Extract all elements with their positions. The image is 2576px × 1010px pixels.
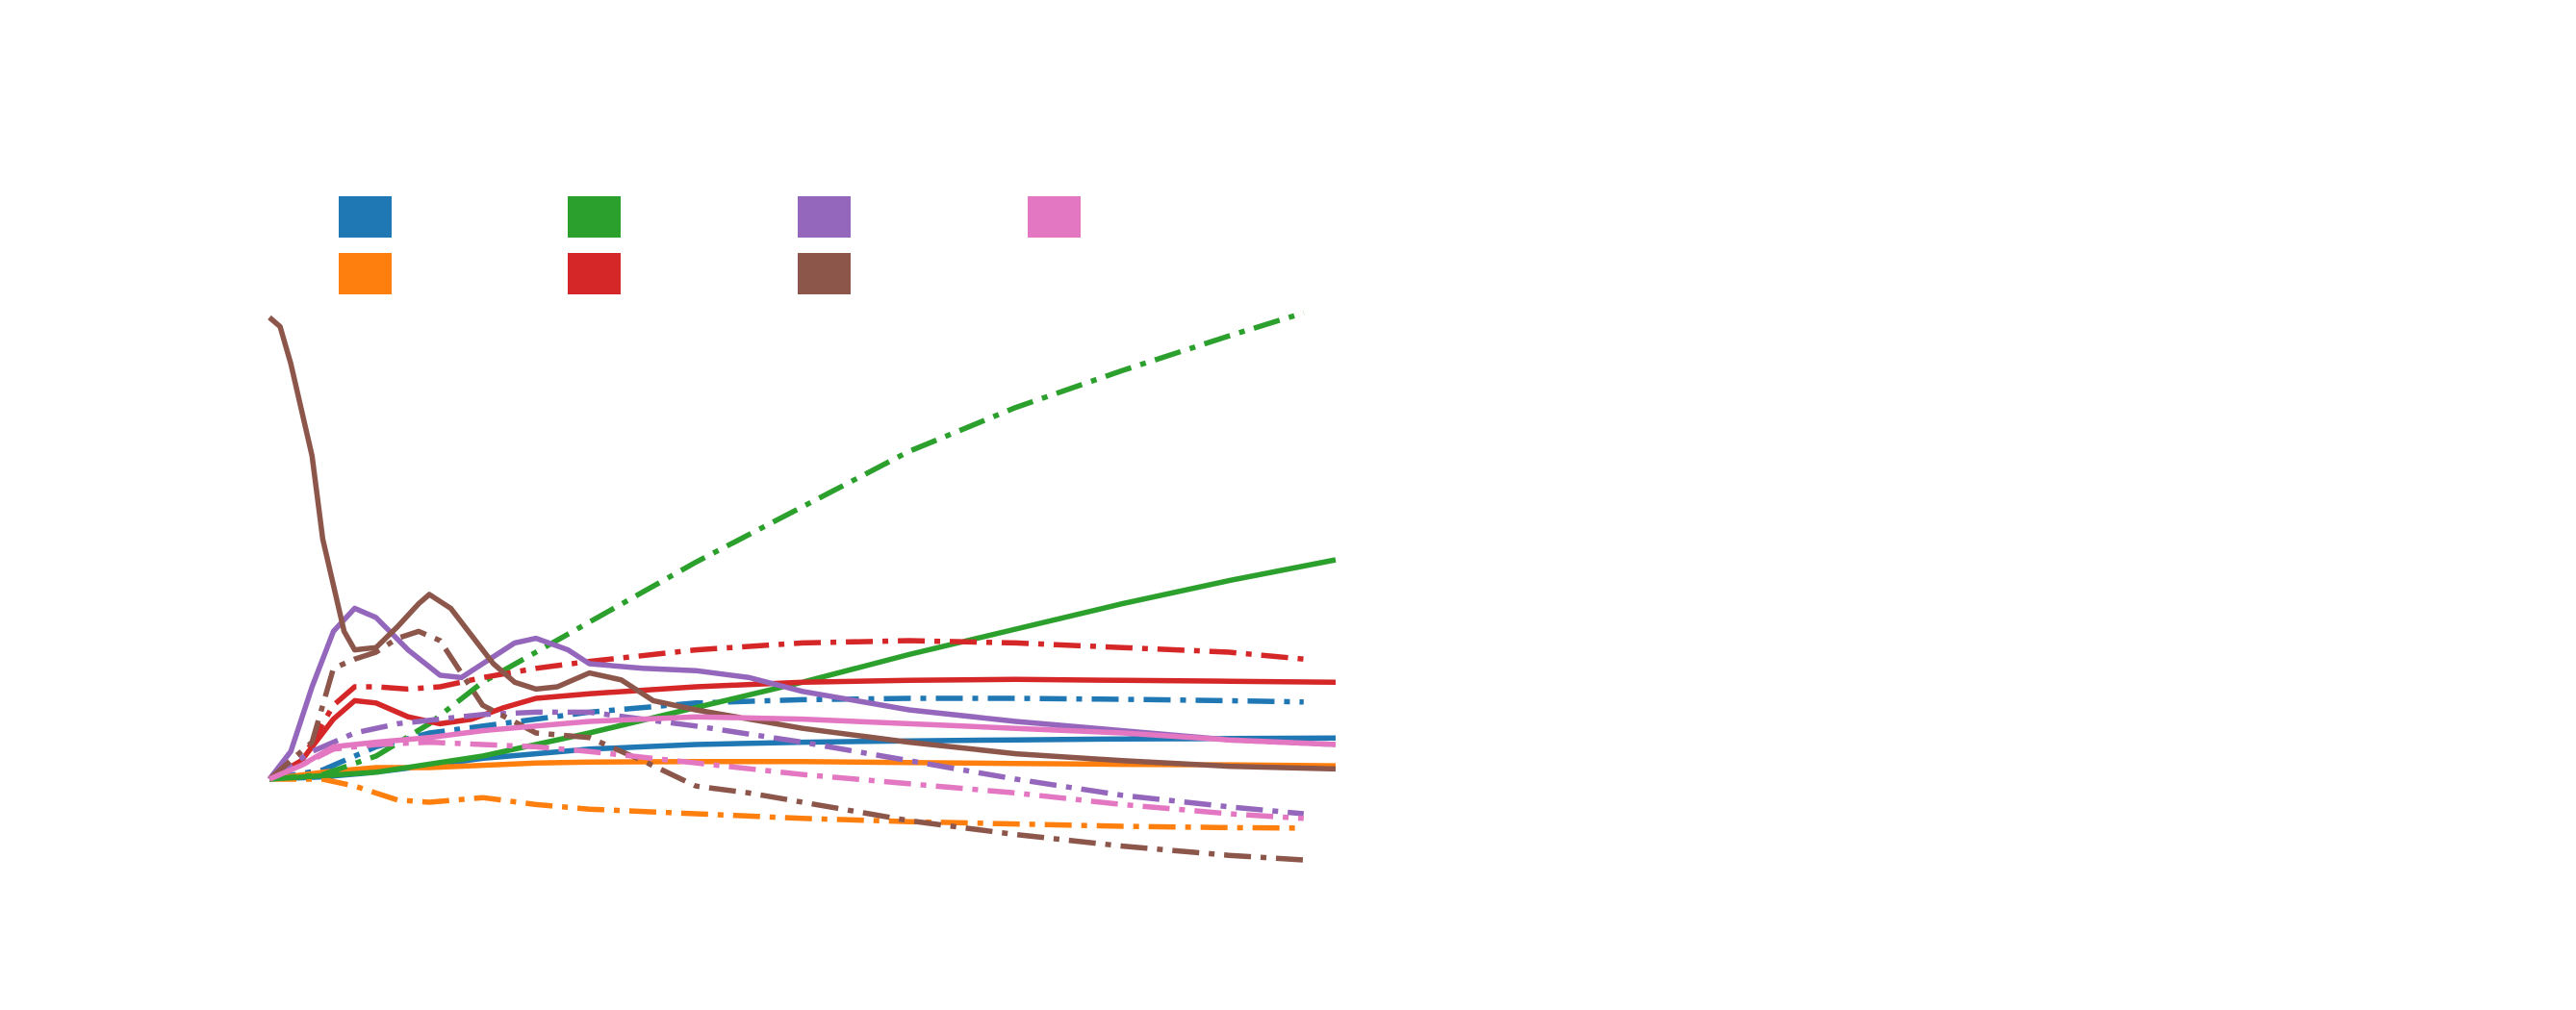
legend-swatch-2 [568, 196, 621, 238]
legend-swatch-3 [568, 253, 621, 294]
legend-swatch-6 [1028, 196, 1081, 238]
series-line-3 [269, 776, 1304, 831]
legend-swatch-4 [798, 196, 851, 238]
series-line-5 [268, 310, 1305, 782]
series-lines [267, 310, 1337, 863]
series-line-2 [268, 759, 1337, 782]
series-line-7 [268, 638, 1305, 782]
series-line-10 [268, 315, 1337, 772]
legend-swatch-0 [339, 196, 392, 238]
legend [339, 196, 1081, 294]
series-line-8 [267, 605, 1337, 781]
series-line-12 [268, 714, 1337, 782]
series-line-9 [268, 709, 1305, 817]
series-line-13 [268, 739, 1304, 821]
legend-swatch-1 [339, 253, 392, 294]
legend-swatch-5 [798, 253, 851, 294]
series-line-11 [268, 628, 1304, 863]
series-line-6 [268, 676, 1337, 782]
